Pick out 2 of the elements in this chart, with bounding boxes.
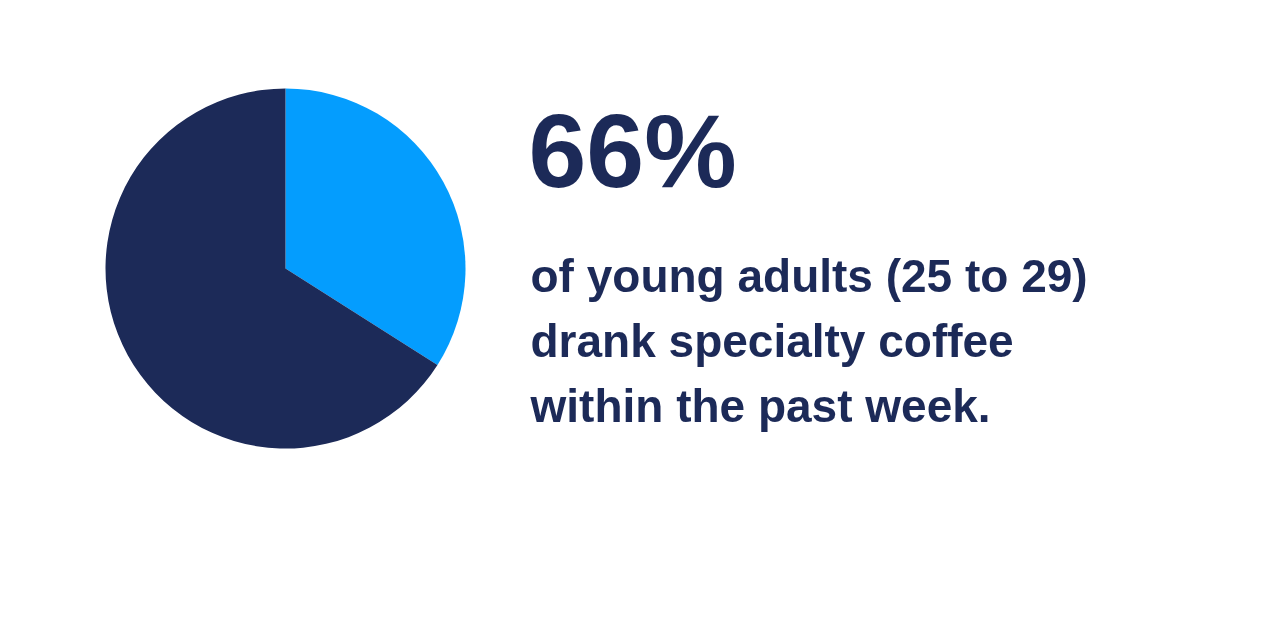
text: of young adults (25 to 29) drank specialty coffee within the past week.: [529, 249, 1088, 432]
chart-title: 66%: [528, 92, 737, 209]
